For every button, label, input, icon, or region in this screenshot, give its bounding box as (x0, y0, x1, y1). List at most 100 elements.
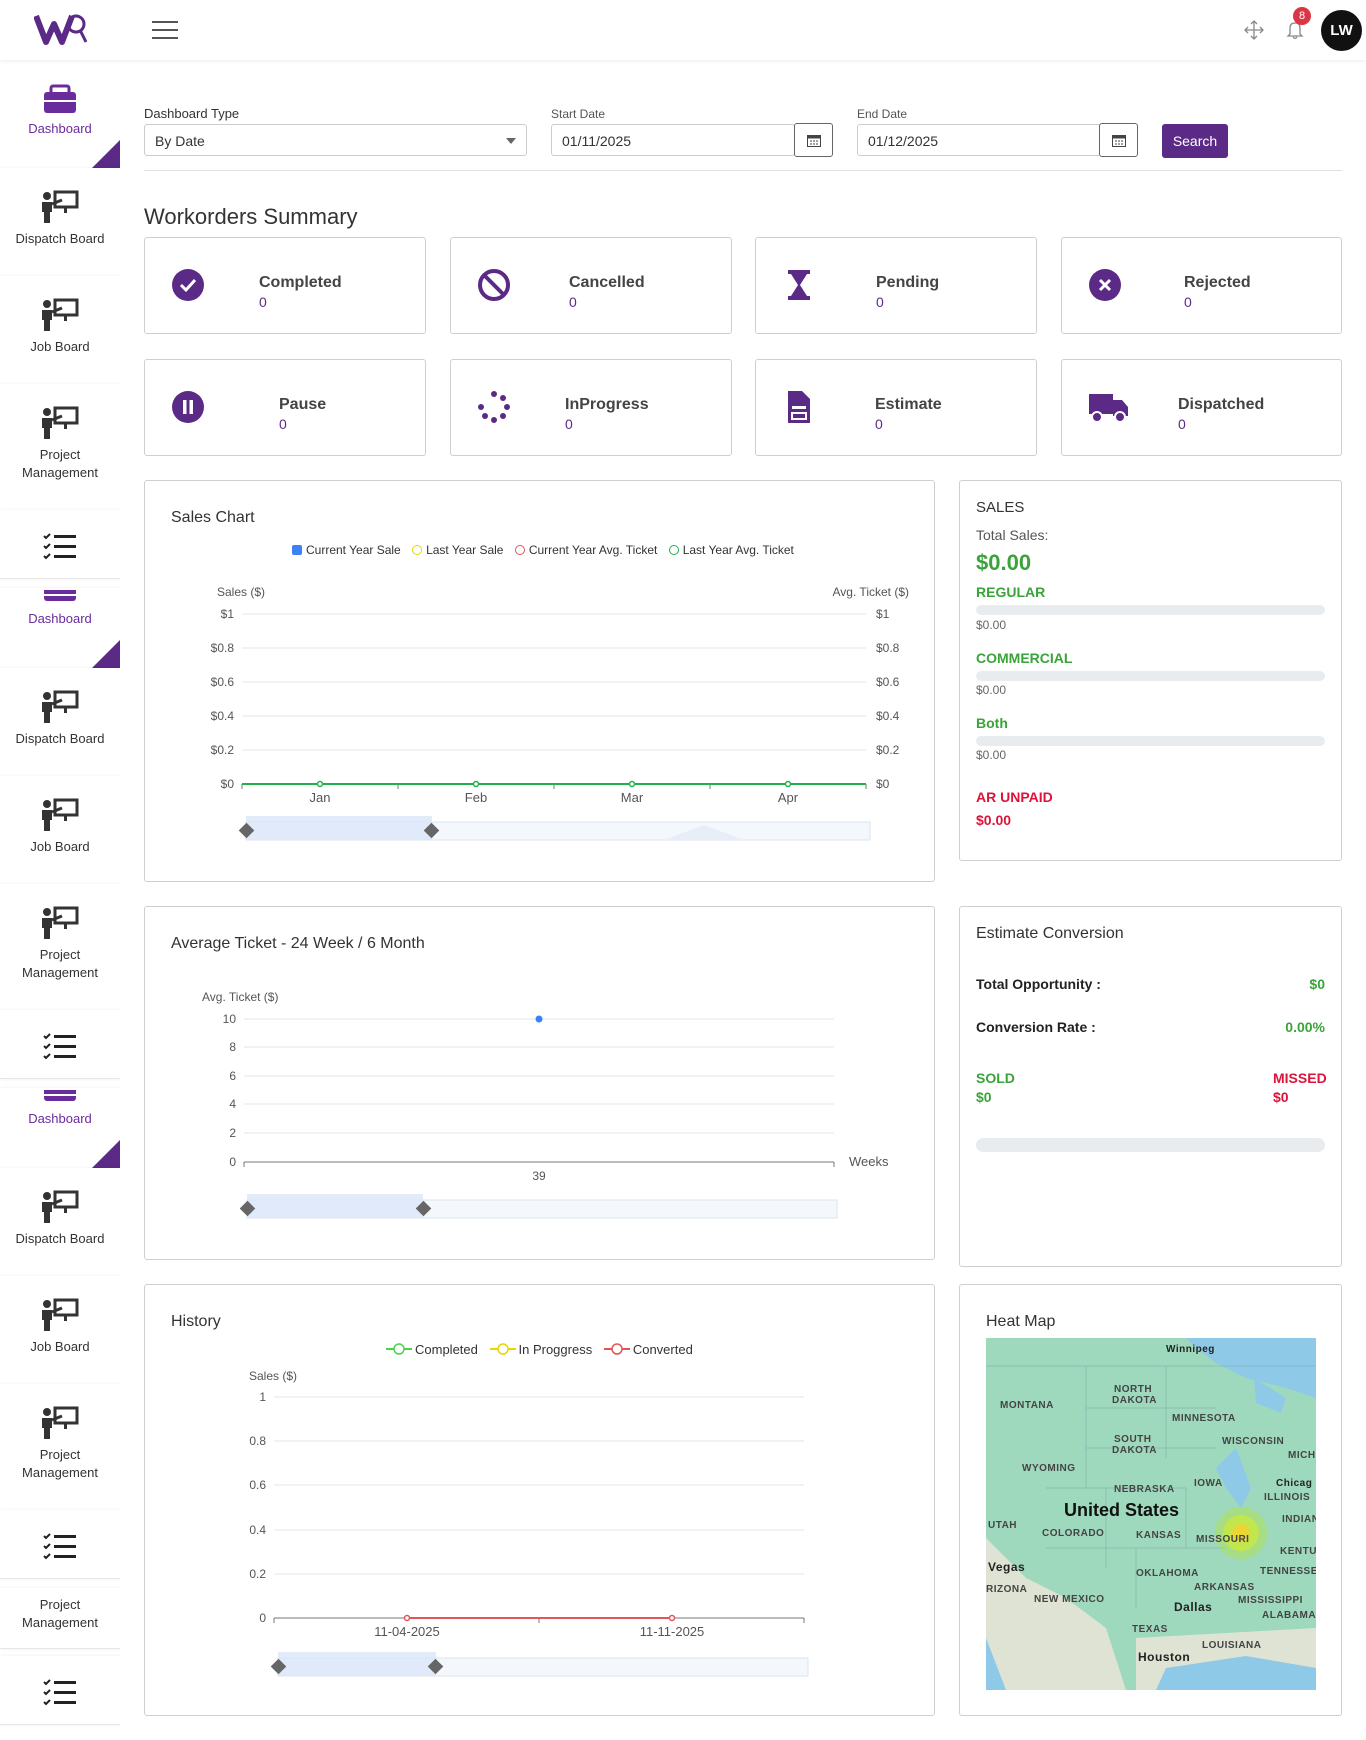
legend-item[interactable]: In Proggress (489, 1342, 592, 1357)
total-sales-value: $0.00 (976, 550, 1032, 575)
legend-item[interactable]: Current Year Sale (292, 543, 401, 557)
sidebar-item-dashboard[interactable]: Dashboard (0, 1088, 120, 1169)
data-point (668, 1614, 676, 1622)
y-tick: 1 (259, 1390, 266, 1404)
map-label: DAKOTA (1112, 1445, 1158, 1456)
stat-label: Rejected (1184, 274, 1251, 291)
map-label: NEW MEXICO (1034, 1594, 1105, 1605)
sidebar-item-project-management[interactable]: Project Management (0, 384, 120, 511)
stat-card-completed[interactable]: Completed 0 (144, 237, 426, 334)
fullscreen-icon[interactable] (1244, 20, 1264, 45)
stat-label: Cancelled (569, 274, 645, 291)
legend-item[interactable]: Current Year Avg. Ticket (514, 543, 657, 557)
presenter-icon (42, 906, 79, 939)
map-label: MINNESOTA (1172, 1413, 1236, 1424)
map-label: WYOMING (1022, 1463, 1076, 1474)
sidebar-item-checklist[interactable] (0, 1656, 120, 1725)
zoom-slider-window[interactable] (247, 1194, 423, 1218)
x-tick: Feb (465, 790, 487, 805)
sidebar-item-checklist[interactable] (0, 510, 120, 579)
pause-circle-icon (172, 391, 204, 423)
sidebar-item-project-management[interactable]: Project Management (0, 884, 120, 1011)
sidebar-item-project-management[interactable]: Project Management (0, 1588, 120, 1649)
stat-card-dispatched[interactable]: Dispatched 0 (1061, 359, 1342, 456)
stat-card-pending[interactable]: Pending 0 (755, 237, 1037, 334)
start-date-input[interactable]: 01/11/2025 (551, 124, 795, 156)
sidebar-item-dashboard[interactable]: Dashboard (0, 588, 120, 669)
x-title: Weeks (849, 1154, 889, 1169)
y-tick: $0 (221, 777, 235, 791)
presenter-icon (42, 1406, 79, 1439)
active-indicator (92, 640, 120, 668)
y-tick: 6 (229, 1069, 236, 1083)
stat-card-estimate[interactable]: Estimate 0 (755, 359, 1037, 456)
sales-chart: Sales ($) Avg. Ticket ($) $1 $0.8 $0.6 $… (211, 585, 909, 841)
map-label-vegas: Vegas (988, 1560, 1026, 1574)
sidebar-item-job-board[interactable]: Job Board (0, 1276, 120, 1385)
sales-chart-legend: Current Year Sale Last Year Sale Current… (292, 543, 802, 557)
zoom-slider-handle[interactable] (270, 1658, 287, 1675)
presenter-icon (42, 190, 79, 223)
zoom-slider-handle[interactable] (427, 1658, 444, 1675)
map-label: RIZONA (986, 1584, 1028, 1595)
total-sales-label: Total Sales: (976, 527, 1049, 543)
data-point (535, 1015, 543, 1023)
end-date-calendar-button[interactable] (1099, 123, 1138, 157)
zoom-slider-handle[interactable] (239, 1200, 256, 1217)
map-label: NORTH (1114, 1384, 1153, 1395)
y-tick: 4 (229, 1097, 236, 1111)
end-date-input[interactable]: 01/12/2025 (857, 124, 1101, 156)
commercial-progress-bar (976, 671, 1325, 681)
sidebar-item-label: Dashboard (28, 611, 92, 626)
presenter-icon (42, 406, 79, 439)
sidebar-item-job-board[interactable]: Job Board (0, 276, 120, 385)
stat-card-rejected[interactable]: Rejected 0 (1061, 237, 1342, 334)
zoom-slider-handle[interactable] (415, 1200, 432, 1217)
presenter-icon (42, 690, 79, 723)
stat-label: Pending (876, 274, 940, 291)
dashboard-type-select[interactable]: By Date (144, 124, 527, 156)
dashboard-type-label: Dashboard Type (144, 106, 240, 121)
active-indicator (92, 140, 120, 168)
chevron-down-icon (506, 138, 516, 144)
sidebar-item-label: Job Board (30, 839, 90, 854)
menu-toggle-icon[interactable] (152, 21, 178, 45)
y-right-tick: $0.8 (876, 641, 900, 655)
sidebar-item-dispatch-board[interactable]: Dispatch Board (0, 668, 120, 777)
sales-panel (959, 480, 1342, 861)
y-tick: 2 (229, 1126, 236, 1140)
map-label-dallas: Dallas (1174, 1600, 1213, 1614)
sidebar-item-checklist[interactable] (0, 1510, 120, 1579)
sidebar-item-label: Project Management (22, 947, 98, 980)
user-avatar[interactable]: LW (1321, 10, 1362, 51)
heat-map[interactable]: Winnipeg NORTH DAKOTA MONTANA MINNESOTA … (986, 1338, 1316, 1690)
missed-value: $0 (1273, 1089, 1289, 1105)
y-right-tick: $0.2 (876, 743, 900, 757)
sidebar-item-dashboard[interactable]: Dashboard (0, 60, 120, 169)
sidebar-item-job-board[interactable]: Job Board (0, 776, 120, 885)
start-date-calendar-button[interactable] (794, 123, 833, 157)
zoom-slider-window[interactable] (278, 1652, 436, 1676)
app-logo[interactable] (33, 12, 90, 51)
sidebar-item-label: Job Board (30, 1339, 90, 1354)
legend-item[interactable]: Last Year Avg. Ticket (668, 543, 794, 557)
sidebar-item-checklist[interactable] (0, 1010, 120, 1079)
legend-item[interactable]: Completed (386, 1342, 478, 1357)
search-button[interactable]: Search (1162, 124, 1228, 158)
sidebar-item-project-management[interactable]: Project Management (0, 1384, 120, 1511)
sidebar-item-dispatch-board[interactable]: Dispatch Board (0, 168, 120, 277)
stat-card-cancelled[interactable]: Cancelled 0 (450, 237, 732, 334)
document-icon (788, 391, 810, 423)
page-title: Workorders Summary (144, 204, 358, 229)
sidebar-item-dispatch-board[interactable]: Dispatch Board (0, 1168, 120, 1277)
stat-value: 0 (875, 416, 883, 432)
legend-item[interactable]: Converted (603, 1342, 693, 1357)
stat-card-pause[interactable]: Pause 0 (144, 359, 426, 456)
legend-item[interactable]: Last Year Sale (412, 543, 503, 557)
stat-label: InProgress (565, 396, 649, 413)
avg-ticket-title: Average Ticket - 24 Week / 6 Month (171, 935, 425, 952)
check-circle-icon (172, 269, 204, 301)
zoom-slider-window[interactable] (246, 816, 432, 840)
stat-value: 0 (876, 294, 884, 310)
stat-card-inprogress[interactable]: InProgress 0 (450, 359, 732, 456)
